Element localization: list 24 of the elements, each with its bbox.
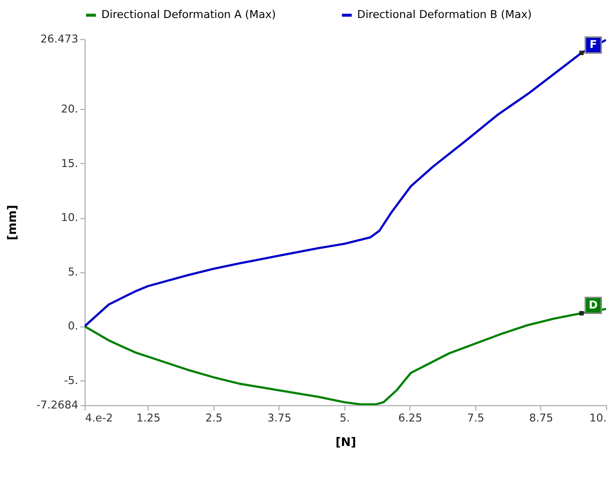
x-tick-label: 7.5: [467, 411, 484, 424]
y-tick-label: -5.: [64, 374, 78, 387]
x-tick-label: 3.75: [267, 411, 292, 424]
x-axis-title: [N]: [336, 434, 356, 449]
y-tick-label: 20.: [61, 102, 78, 116]
annotation: F: [590, 38, 597, 51]
y-axis-title: [mm]: [4, 204, 19, 240]
y-tick-label: 0.: [68, 320, 78, 333]
x-tick-label: 5.: [340, 411, 350, 424]
line-series: [84, 39, 606, 328]
x-tick-label: 2.5: [205, 411, 223, 424]
x-tick-label: 1.25: [136, 411, 160, 424]
x-tick-label: 8.75: [529, 411, 554, 424]
legend-label: Directional Deformation B (Max): [357, 8, 532, 22]
y-tick-label: 10.: [61, 211, 78, 224]
y-tick-label: 5.: [68, 265, 78, 278]
annotation: D: [588, 298, 598, 312]
y-tick-label: -7.2684: [36, 398, 78, 412]
x-tick-label: 4.e-2: [85, 411, 113, 424]
x-tick-label: 6.25: [398, 411, 422, 424]
x-tick-label: 10.: [589, 411, 607, 424]
legend-label: Directional Deformation A (Max): [101, 8, 276, 22]
y-tick-label: 15.: [61, 156, 78, 170]
y-tick-label: 26.473: [40, 32, 78, 46]
